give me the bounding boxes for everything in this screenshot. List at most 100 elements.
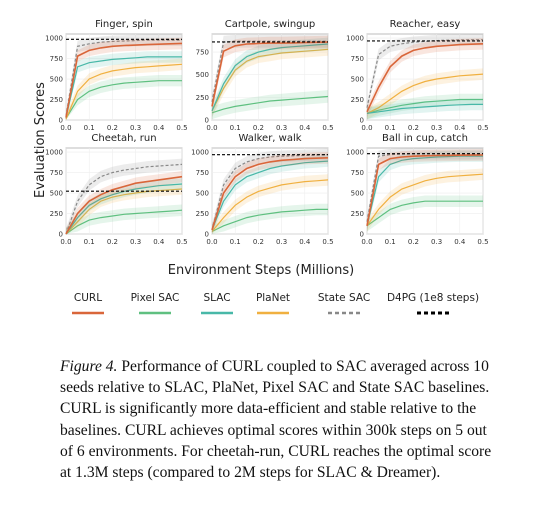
legend-item-d4pg-1e8-steps: D4PG (1e8 steps) — [387, 292, 479, 315]
series-line-curl — [65, 42, 183, 118]
band-pixel-sac — [66, 75, 182, 120]
legend-label: PlaNet — [256, 292, 290, 304]
x-tick-label: 0.1 — [385, 238, 396, 246]
band-slac — [212, 37, 328, 118]
x-tick-label: 0.2 — [408, 238, 419, 246]
x-tick-label: 0.0 — [60, 124, 71, 132]
legend-label: CURL — [74, 292, 102, 304]
panel-title: Walker, walk — [238, 133, 301, 144]
series-line-slac — [65, 56, 182, 118]
panel-finger-spin: 0.0 0.1 0.2 0.3 0.4 0.5 0 250 500 750 1000 Finger, … — [45, 19, 187, 132]
band-pixel-sac — [367, 195, 483, 232]
panel-ball-in-cup-catch: 0.0 0.1 0.2 0.3 0.4 0.5 0 250 500 750 1000 Ball in … — [346, 133, 488, 246]
y-tick-label: 1000 — [45, 35, 63, 43]
band-planet — [367, 68, 483, 120]
x-tick-label: 0.1 — [84, 124, 95, 132]
x-tick-label: 0.4 — [454, 238, 466, 246]
series-line-planet — [65, 63, 183, 120]
series-line-planet — [65, 188, 183, 235]
x-tick-label: 0.4 — [153, 238, 165, 246]
y-tick-label: 0 — [59, 231, 63, 239]
panel-title: Cheetah, run — [91, 133, 156, 144]
y-tick-label: 750 — [50, 169, 63, 177]
chart-panels: 0.0 0.1 0.2 0.3 0.4 0.5 0 250 500 750 1000 Finger, … — [45, 19, 488, 246]
y-tick-label: 500 — [50, 76, 63, 84]
series-line-pixel-sac — [65, 209, 183, 235]
series-line-slac — [366, 155, 483, 226]
x-tick-label: 0.2 — [107, 124, 118, 132]
band-slac — [212, 155, 328, 234]
y-tick-label: 500 — [351, 76, 364, 84]
series-line-pixel-sac — [211, 208, 328, 233]
x-tick-label: 0.4 — [153, 124, 165, 132]
y-tick-label: 250 — [351, 96, 364, 104]
legend: CURL Pixel SAC SLAC PlaNet State SAC D4PG (1e… — [72, 292, 479, 315]
series-line-pixel-sac — [211, 95, 329, 114]
legend-label: SLAC — [203, 292, 230, 304]
series-line-slac — [366, 103, 483, 114]
x-tick-label: 0.2 — [253, 124, 264, 132]
legend-item-slac: SLAC — [201, 292, 233, 315]
y-tick-label: 0 — [360, 231, 364, 239]
series-line-state-sac — [366, 39, 483, 108]
band-slac — [66, 51, 182, 121]
band-state-sac — [66, 158, 182, 234]
band-curl — [367, 149, 483, 232]
series-line-pixel-sac — [366, 98, 483, 114]
band-planet — [66, 183, 182, 234]
panel-title: Finger, spin — [95, 19, 153, 30]
band-curl — [66, 170, 182, 234]
x-tick-label: 0.0 — [361, 124, 372, 132]
x-tick-label: 0.2 — [253, 238, 264, 246]
band-state-sac — [66, 34, 182, 120]
y-tick-label: 750 — [196, 169, 209, 177]
band-curl — [212, 35, 328, 113]
x-tick-label: 0.5 — [477, 238, 488, 246]
series-line-curl — [65, 175, 183, 235]
x-tick-label: 0.1 — [230, 238, 241, 246]
y-tick-label: 750 — [196, 49, 209, 57]
x-tick-label: 0.0 — [60, 238, 71, 246]
band-slac — [367, 98, 483, 120]
y-tick-label: 750 — [50, 55, 63, 63]
band-pixel-sac — [212, 203, 328, 234]
band-state-sac — [367, 34, 483, 114]
legend-item-state-sac: State SAC — [318, 292, 370, 315]
x-tick-label: 0.1 — [230, 124, 241, 132]
x-tick-label: 0.3 — [130, 124, 141, 132]
series-line-pixel-sac — [65, 80, 182, 119]
series-line-planet — [366, 173, 484, 227]
x-tick-label: 0.1 — [84, 238, 95, 246]
series-line-state-sac — [211, 40, 328, 103]
series-line-planet — [366, 73, 484, 114]
y-tick-label: 0 — [205, 231, 209, 239]
x-tick-label: 0.3 — [431, 124, 442, 132]
y-tick-label: 1000 — [45, 149, 63, 157]
series-line-slac — [211, 43, 329, 112]
y-tick-label: 750 — [351, 169, 364, 177]
caption-text: Performance of CURL coupled to SAC avera… — [60, 358, 492, 482]
y-tick-label: 250 — [351, 210, 364, 218]
series-line-planet — [211, 48, 329, 112]
legend-label: Pixel SAC — [131, 292, 180, 304]
x-tick-label: 0.5 — [477, 124, 488, 132]
series-line-curl — [211, 157, 329, 231]
x-tick-label: 0.5 — [176, 238, 187, 246]
x-tick-label: 0.4 — [454, 124, 466, 132]
panel-cheetah-run: 0.0 0.1 0.2 0.3 0.4 0.5 0 250 500 750 1000 Cheetah,… — [45, 133, 187, 246]
series-line-state-sac — [65, 39, 182, 116]
x-tick-label: 0.2 — [408, 124, 419, 132]
band-curl — [66, 37, 182, 121]
plot-frame — [65, 33, 183, 121]
x-tick-label: 0.0 — [206, 238, 217, 246]
y-tick-label: 0 — [205, 117, 209, 125]
x-axis-label: Environment Steps (Millions) — [168, 263, 354, 278]
y-tick-label: 250 — [50, 210, 63, 218]
x-tick-label: 0.5 — [176, 124, 187, 132]
y-tick-label: 500 — [196, 190, 209, 198]
band-planet — [212, 174, 328, 234]
band-slac — [367, 150, 483, 232]
y-axis-label: Evaluation Scores — [33, 82, 48, 198]
panel-title: Cartpole, swingup — [225, 19, 315, 30]
series-line-slac — [211, 160, 329, 231]
